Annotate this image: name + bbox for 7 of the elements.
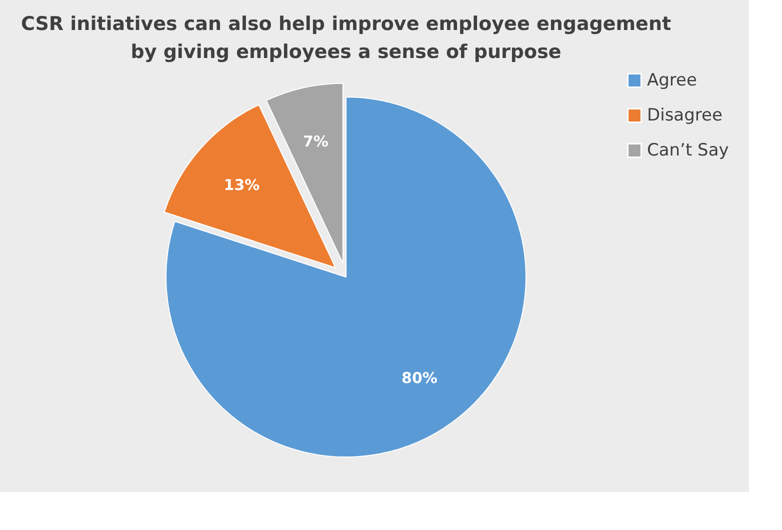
legend-label: Can’t Say	[647, 140, 729, 160]
legend-label: Disagree	[647, 106, 722, 126]
data-label: 80%	[402, 369, 438, 388]
data-label: 7%	[302, 132, 328, 150]
chart-title: CSR initiatives can also help improve employee engagement by giving employees a sense of purpose	[20, 13, 672, 63]
data-label: 13%	[224, 176, 260, 194]
legend-label: Agree	[647, 70, 697, 90]
